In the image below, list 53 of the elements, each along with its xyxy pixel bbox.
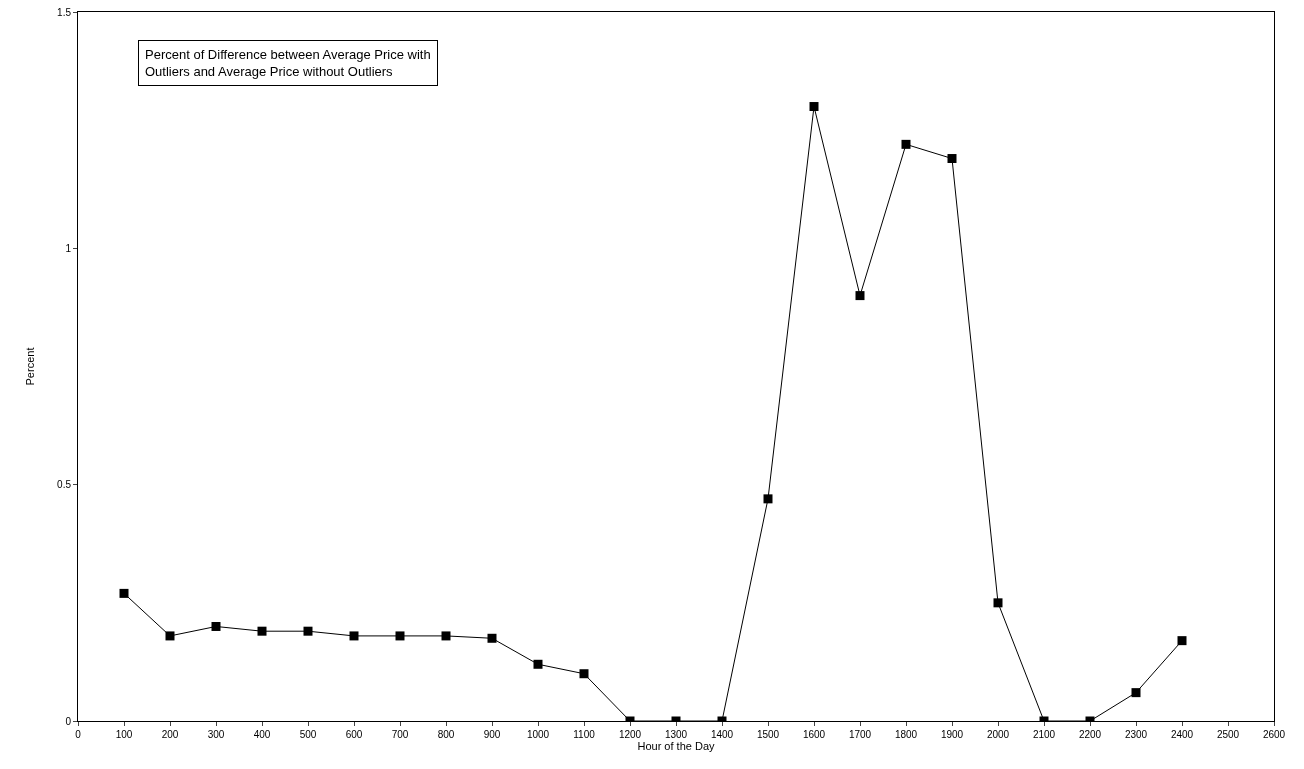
x-tick-label: 2000 [986,729,1010,740]
x-tick-label: 1700 [848,729,872,740]
x-tick-label: 1800 [894,729,918,740]
x-tick-label: 1200 [618,729,642,740]
point [533,659,543,669]
x-tick-label: 100 [115,729,133,740]
point [487,633,497,643]
x-tick-label: 1100 [573,729,596,740]
point [947,154,957,164]
x-tick-label: 1000 [526,729,550,740]
x-tick-label: 2400 [1170,729,1194,740]
point [809,102,819,112]
y-tick-label: 0 [65,715,72,727]
x-tick-label: 500 [299,729,317,740]
point [395,631,405,641]
x-tick-label: 0 [75,729,82,740]
x-tick-label: 800 [437,729,455,740]
point [763,494,773,504]
annotation: Percent of Difference between Average Price with Outliers and Average Price without Outliers [145,47,431,79]
point [119,588,129,598]
x-tick-label: 700 [391,729,409,740]
y-tick-label: 1.5 [57,6,72,18]
y-tick-label: 0.5 [57,479,72,491]
y-tick-label: 1 [65,242,72,254]
x-tick-label: 1300 [664,729,688,740]
point [855,291,865,301]
point [441,631,451,641]
y-axis-title: Percent [23,347,36,386]
point [579,669,589,679]
x-axis-title: Hour of the Day [637,740,716,752]
x-tick-label: 1400 [710,729,734,740]
x-tick-label: 2600 [1262,729,1286,740]
x-tick-label: 300 [207,729,225,740]
point [303,626,313,636]
x-tick-label: 2100 [1032,729,1056,740]
x-tick-label: 200 [161,729,179,740]
x-tick-label: 900 [483,729,501,740]
point [901,139,911,149]
point [211,621,221,631]
x-tick-label: 400 [253,729,271,740]
point [993,598,1003,608]
x-tick-label: 1500 [756,729,780,740]
point [349,631,359,641]
x-tick-label: 2500 [1216,729,1240,740]
point [165,631,175,641]
x-tick-label: 1900 [940,729,964,740]
x-tick-label: 2200 [1078,729,1102,740]
x-tick-label: 600 [345,729,363,740]
x-tick-label: 2300 [1124,729,1148,740]
point [1131,688,1141,698]
x-tick-label: 1600 [802,729,826,740]
point [257,626,267,636]
point [1177,636,1187,646]
